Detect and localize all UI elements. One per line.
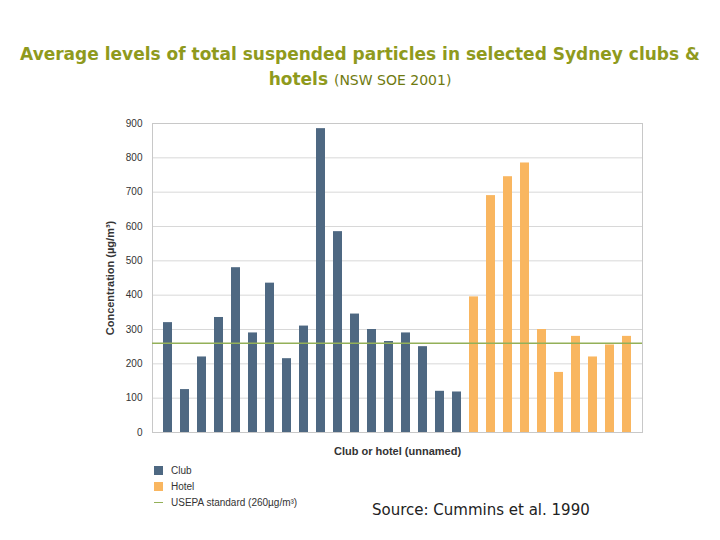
svg-text:0: 0 [137, 427, 143, 438]
svg-text:400: 400 [126, 289, 143, 300]
html-text:Club: Club [171, 464, 192, 476]
svg-text:Club or hotel (unnamed): Club or hotel (unnamed) [334, 445, 461, 457]
svg-text:Concentration (µg/m³): Concentration (µg/m³) [104, 220, 116, 335]
svg-text:300: 300 [126, 324, 143, 335]
html-text:Hotel: Hotel [171, 480, 195, 492]
html-text:Average levels of total suspen: Average levels of total suspended partic… [20, 44, 700, 89]
svg-text:900: 900 [126, 118, 143, 129]
svg-text:100: 100 [126, 392, 143, 403]
svg-text:500: 500 [126, 255, 143, 266]
svg-text:700: 700 [126, 186, 143, 197]
svg-text:600: 600 [126, 221, 143, 232]
html-text:Source: Cummins et al. 1990: Source: Cummins et al. 1990 [372, 501, 590, 519]
html-text:USEPA standard (260µg/m³): USEPA standard (260µg/m³) [171, 496, 298, 508]
svg-text:800: 800 [126, 152, 143, 163]
svg-text:200: 200 [126, 358, 143, 369]
